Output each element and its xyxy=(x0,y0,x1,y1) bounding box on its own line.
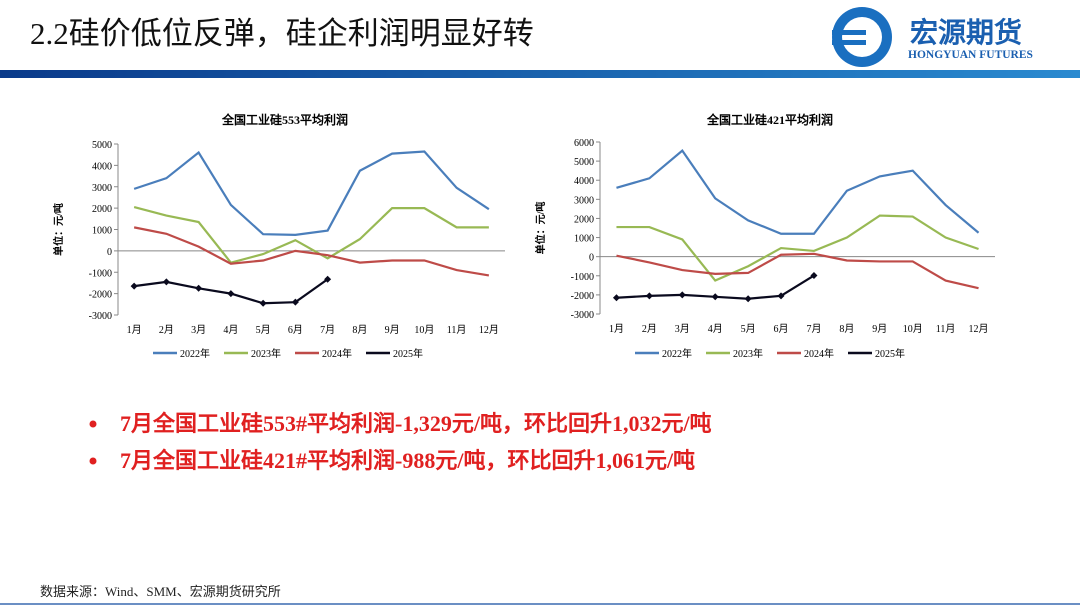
series-line xyxy=(616,148,980,235)
legend-label: 2022年 xyxy=(180,347,210,360)
x-tick-label: 12月 xyxy=(479,324,499,336)
x-tick-label: 6月 xyxy=(288,324,303,336)
series-line xyxy=(133,150,490,236)
point-marker xyxy=(645,292,653,300)
bullet-text: 7月全国工业硅553#平均利润-1,329元/吨，环比回升1,032元/吨 xyxy=(120,411,712,436)
y-tick-label: -3000 xyxy=(571,310,594,321)
x-tick-label: 9月 xyxy=(385,324,400,336)
y-tick-label: -3000 xyxy=(89,311,112,322)
y-tick-label: 1000 xyxy=(574,234,594,245)
point-marker xyxy=(678,291,686,299)
y-tick-label: 4000 xyxy=(574,176,594,187)
legend-label: 2024年 xyxy=(322,347,352,360)
chart-title: 全国工业硅553平均利润 xyxy=(221,112,348,127)
point-marker xyxy=(324,275,332,283)
legend-label: 2025年 xyxy=(393,347,423,360)
slide-title: 2.2硅价低位反弹，硅企利润明显好转 xyxy=(30,16,534,51)
x-tick-label: 8月 xyxy=(839,323,854,335)
x-tick-label: 4月 xyxy=(223,324,238,336)
legend-label: 2024年 xyxy=(804,347,834,360)
y-tick-label: 3000 xyxy=(574,195,594,206)
legend-label: 2025年 xyxy=(875,347,905,360)
x-tick-label: 4月 xyxy=(708,323,723,335)
y-tick-label: 2000 xyxy=(92,204,112,215)
bullet-dot xyxy=(89,457,97,465)
y-axis-label: 单位：元/吨 xyxy=(52,203,65,256)
x-tick-label: 2月 xyxy=(642,323,657,335)
point-marker xyxy=(810,272,818,280)
y-tick-label: 5000 xyxy=(574,157,594,168)
point-marker xyxy=(777,292,785,300)
logo: 宏源期货 HONGYUAN FUTURES xyxy=(832,7,1033,67)
y-tick-label: -1000 xyxy=(89,268,112,279)
x-tick-label: 2月 xyxy=(159,324,174,336)
series-line xyxy=(616,214,979,282)
y-tick-label: 3000 xyxy=(92,183,112,194)
y-tick-label: 2000 xyxy=(574,214,594,225)
y-tick-label: 1000 xyxy=(92,226,112,237)
bullet-text: 7月全国工业硅421#平均利润-988元/吨，环比回升1,061元/吨 xyxy=(120,448,695,473)
x-tick-label: 12月 xyxy=(969,323,989,335)
logo-en: HONGYUAN FUTURES xyxy=(908,49,1033,61)
point-marker xyxy=(612,294,620,302)
x-tick-label: 7月 xyxy=(320,324,335,336)
point-marker xyxy=(711,293,719,301)
bullet-dot xyxy=(89,420,97,428)
x-tick-label: 3月 xyxy=(675,323,690,335)
y-tick-label: -1000 xyxy=(571,272,594,283)
y-tick-label: 0 xyxy=(589,253,594,264)
x-tick-label: 9月 xyxy=(872,323,887,335)
point-marker xyxy=(291,298,299,306)
y-tick-label: 4000 xyxy=(92,161,112,172)
x-tick-label: 8月 xyxy=(352,324,367,336)
point-marker xyxy=(162,278,170,286)
series-line xyxy=(133,226,490,277)
point-marker xyxy=(744,295,752,303)
x-tick-label: 1月 xyxy=(609,323,624,335)
x-tick-label: 5月 xyxy=(741,323,756,335)
x-tick-label: 1月 xyxy=(127,324,142,336)
y-tick-label: 5000 xyxy=(92,140,112,151)
x-tick-label: 11月 xyxy=(447,324,467,336)
x-tick-label: 10月 xyxy=(414,324,434,336)
x-tick-label: 6月 xyxy=(774,323,789,335)
x-tick-label: 7月 xyxy=(806,323,821,335)
legend-label: 2023年 xyxy=(251,347,281,360)
logo-cn: 宏源期货 xyxy=(910,16,1022,49)
point-marker xyxy=(227,290,235,298)
header-bar xyxy=(0,70,1080,78)
x-tick-label: 5月 xyxy=(256,324,271,336)
legend-label: 2023年 xyxy=(733,347,763,360)
series-line xyxy=(133,205,489,264)
y-tick-label: 0 xyxy=(107,247,112,258)
legend-label: 2022年 xyxy=(662,347,692,360)
x-tick-label: 11月 xyxy=(936,323,956,335)
chart-title: 全国工业硅421平均利润 xyxy=(706,112,833,127)
y-tick-label: -2000 xyxy=(89,290,112,301)
y-axis-label: 单位：元/吨 xyxy=(534,202,547,255)
series-line xyxy=(616,252,979,290)
y-tick-label: -2000 xyxy=(571,291,594,302)
point-marker xyxy=(195,284,203,292)
point-marker xyxy=(130,282,138,290)
point-marker xyxy=(259,299,267,307)
y-tick-label: 6000 xyxy=(574,138,594,149)
source: 数据来源：Wind、SMM、宏源期货研究所 xyxy=(40,584,281,599)
x-tick-label: 3月 xyxy=(191,324,206,336)
x-tick-label: 10月 xyxy=(903,323,923,335)
